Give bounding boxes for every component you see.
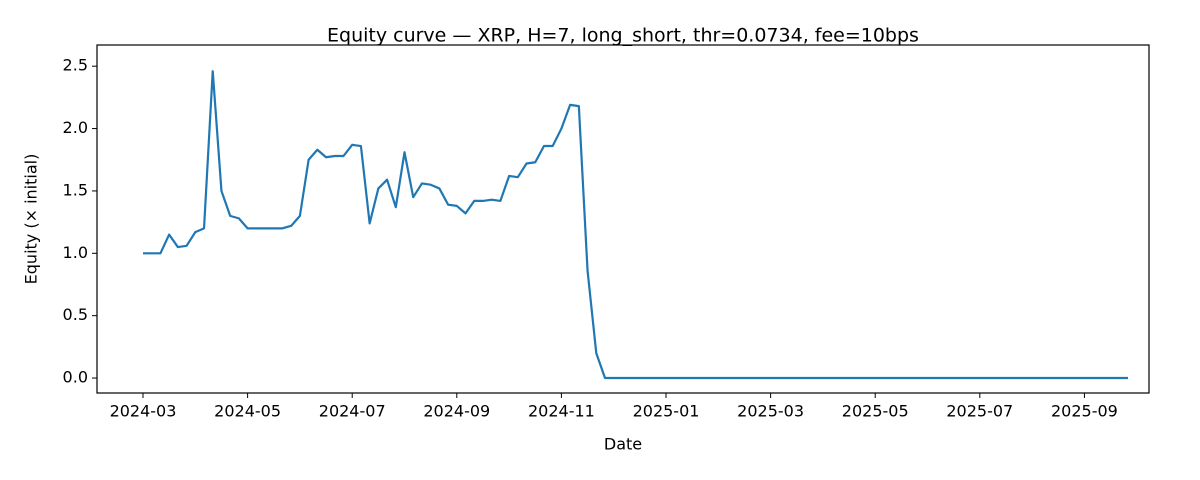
x-tick-label: 2024-03: [110, 402, 177, 421]
x-tick-label: 2025-07: [946, 402, 1013, 421]
y-tick-label: 1.5: [63, 180, 88, 199]
x-axis-label: Date: [604, 435, 642, 454]
chart-title: Equity curve — XRP, H=7, long_short, thr…: [327, 25, 919, 47]
x-tick-label: 2024-07: [319, 402, 386, 421]
x-tick-label: 2024-11: [528, 402, 595, 421]
x-tick-label: 2024-09: [423, 402, 490, 421]
x-tick-label: 2025-05: [842, 402, 909, 421]
x-tick-label: 2025-03: [737, 402, 804, 421]
y-tick-label: 1.0: [63, 243, 88, 262]
y-tick-label: 2.0: [63, 118, 88, 137]
x-tick-label: 2025-01: [633, 402, 700, 421]
y-tick-label: 2.5: [63, 56, 88, 75]
y-tick-label: 0.0: [63, 368, 88, 387]
y-tick-label: 0.5: [63, 305, 88, 324]
equity-line: [143, 70, 1128, 380]
x-tick-label: 2024-05: [214, 402, 281, 421]
x-tick-label: 2025-09: [1051, 402, 1118, 421]
plot-frame: [96, 44, 1150, 394]
y-axis-label: Equity (× initial): [22, 154, 41, 285]
